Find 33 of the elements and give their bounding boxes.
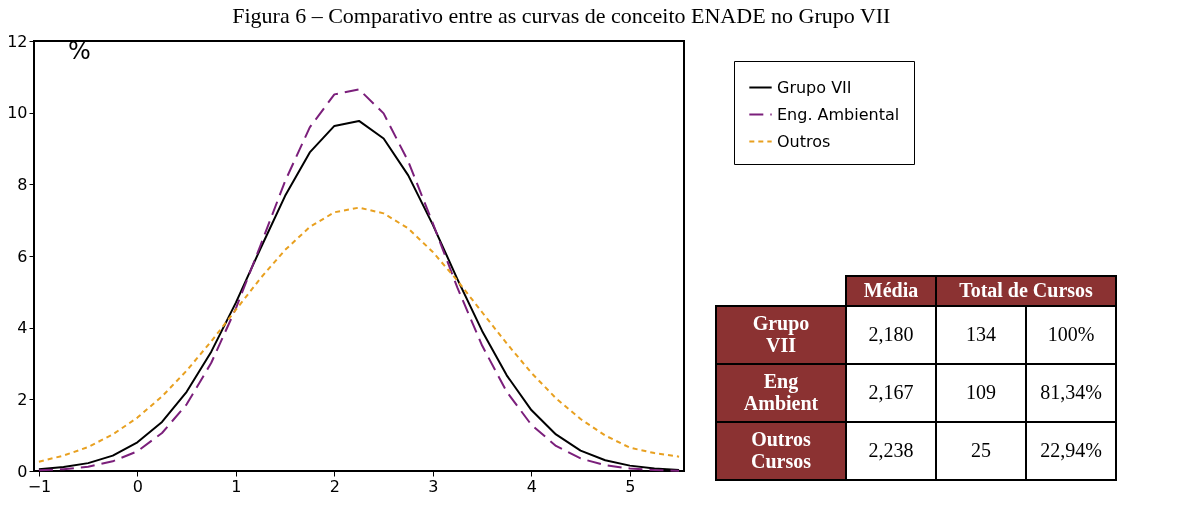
text: 109 [966, 381, 996, 403]
chart-title: Figura 6 – Comparativo entre as curvas de conceito ENADE no Grupo VII [232, 3, 891, 28]
text: Total de Cursos [959, 279, 1094, 301]
x-tick-label: 4 [526, 476, 537, 496]
x-tick-label: 5 [625, 476, 636, 496]
legend-label: Grupo VII [777, 77, 852, 97]
y-tick-label: 8 [17, 174, 28, 194]
text: Outros Cursos [750, 428, 812, 472]
text: 81,34% [1040, 381, 1102, 403]
x-tick-label: 2 [329, 476, 340, 496]
x-tick-label: 1 [231, 476, 242, 496]
y-tick-label: 0 [17, 461, 28, 481]
x-tick-label: −1 [27, 476, 52, 496]
legend-label: Outros [777, 131, 831, 151]
text: 2,180 [868, 323, 914, 345]
text: 100% [1047, 323, 1095, 345]
text: Eng Ambient [743, 370, 819, 414]
y-tick-label: 4 [17, 318, 28, 338]
x-tick-label: 0 [132, 476, 143, 496]
text: 134 [966, 323, 996, 345]
text: 25 [971, 439, 991, 461]
text: Grupo VII [752, 312, 810, 356]
y-tick-label: 2 [17, 389, 28, 409]
y-axis-title: % [68, 36, 91, 65]
x-tick-label: 3 [428, 476, 439, 496]
y-tick-label: 10 [7, 103, 28, 123]
legend-label: Eng. Ambiental [777, 104, 900, 124]
y-tick-label: 6 [17, 246, 28, 266]
text: Média [863, 279, 919, 301]
y-tick-label: 12 [7, 31, 28, 51]
text: 22,94% [1040, 439, 1102, 461]
text: 2,167 [868, 381, 914, 403]
text: 2,238 [868, 439, 914, 461]
